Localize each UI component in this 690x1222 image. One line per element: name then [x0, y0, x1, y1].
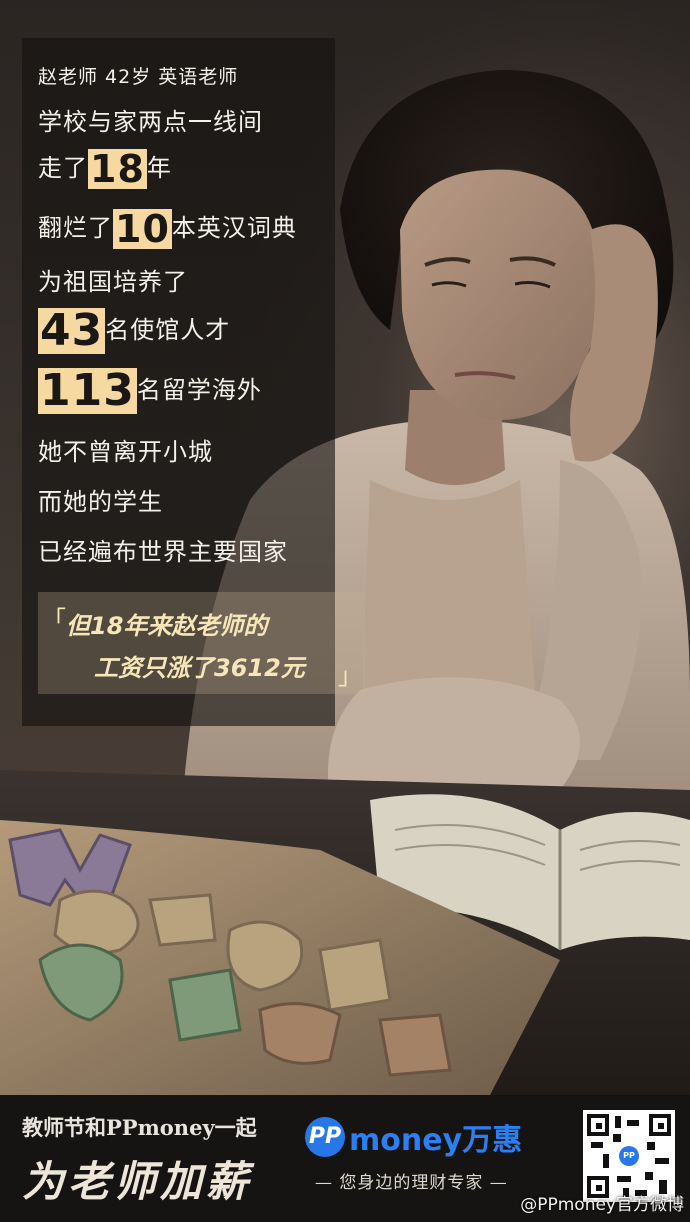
- line-small-city: 她不曾离开小城: [38, 438, 213, 466]
- line-abroad: 113名留学海外: [38, 368, 262, 414]
- brand-logo: PP money万惠: [305, 1115, 522, 1159]
- teacher-intro: 赵老师 42岁 英语老师: [38, 66, 239, 88]
- line-routine: 学校与家两点一线间: [38, 108, 263, 136]
- qr-finder-bottom-left: [587, 1176, 609, 1198]
- qr-module: [647, 1142, 655, 1150]
- qr-module: [603, 1154, 609, 1168]
- line-worldwide: 已经遍布世界主要国家: [38, 538, 288, 566]
- dictionaries-number: 10: [113, 207, 172, 251]
- footer-headline: 为老师加薪: [22, 1157, 253, 1206]
- brand-slogan: — 您身边的理财专家 —: [315, 1173, 508, 1193]
- weibo-watermark: @PPmoney官方微博: [520, 1195, 684, 1215]
- line-dict-pre: 翻烂了: [38, 214, 113, 242]
- qr-logo-badge: PP: [619, 1146, 639, 1166]
- embassy-number: 43: [38, 305, 106, 356]
- logo-badge: PP: [305, 1117, 345, 1157]
- qr-module: [659, 1180, 667, 1194]
- line-abroad-post: 名留学海外: [136, 376, 262, 404]
- line-years: 走了18年: [38, 148, 172, 189]
- qr-finder-top-left: [587, 1114, 609, 1136]
- qr-module: [655, 1158, 669, 1164]
- qr-module: [645, 1172, 653, 1180]
- logo-text: money万惠: [349, 1123, 523, 1158]
- quote-line-1: 但18年来赵老师的: [66, 612, 268, 640]
- line-students: 而她的学生: [38, 488, 163, 516]
- quote-open-mark: 「: [42, 606, 66, 634]
- line-trained: 为祖国培养了: [38, 268, 188, 296]
- qr-module: [591, 1142, 603, 1148]
- qr-module: [623, 1188, 629, 1198]
- footer-tagline: 教师节和PPmoney一起: [22, 1115, 257, 1140]
- background-photo: [0, 70, 690, 1095]
- qr-module: [615, 1116, 621, 1128]
- line-dictionaries: 翻烂了10本英汉词典: [38, 208, 297, 249]
- footer-bar: [0, 1095, 690, 1222]
- line-dict-post: 本英汉词典: [171, 214, 297, 242]
- quote-box: [38, 592, 365, 694]
- line-years-pre: 走了: [38, 154, 88, 182]
- quote-close-mark: 」: [338, 662, 362, 690]
- line-years-post: 年: [146, 154, 172, 182]
- line-embassy-post: 名使馆人才: [105, 316, 231, 344]
- qr-module: [613, 1134, 621, 1142]
- qr-module: [617, 1176, 631, 1182]
- qr-module: [627, 1120, 639, 1126]
- qr-module: [635, 1190, 647, 1196]
- qr-code-image: PP: [583, 1110, 675, 1202]
- line-embassy: 43名使馆人才: [38, 308, 230, 354]
- abroad-number: 113: [38, 365, 137, 416]
- years-number: 18: [88, 147, 147, 191]
- quote-line-2: 工资只涨了3612元: [94, 654, 305, 682]
- qr-finder-top-right: [649, 1114, 671, 1136]
